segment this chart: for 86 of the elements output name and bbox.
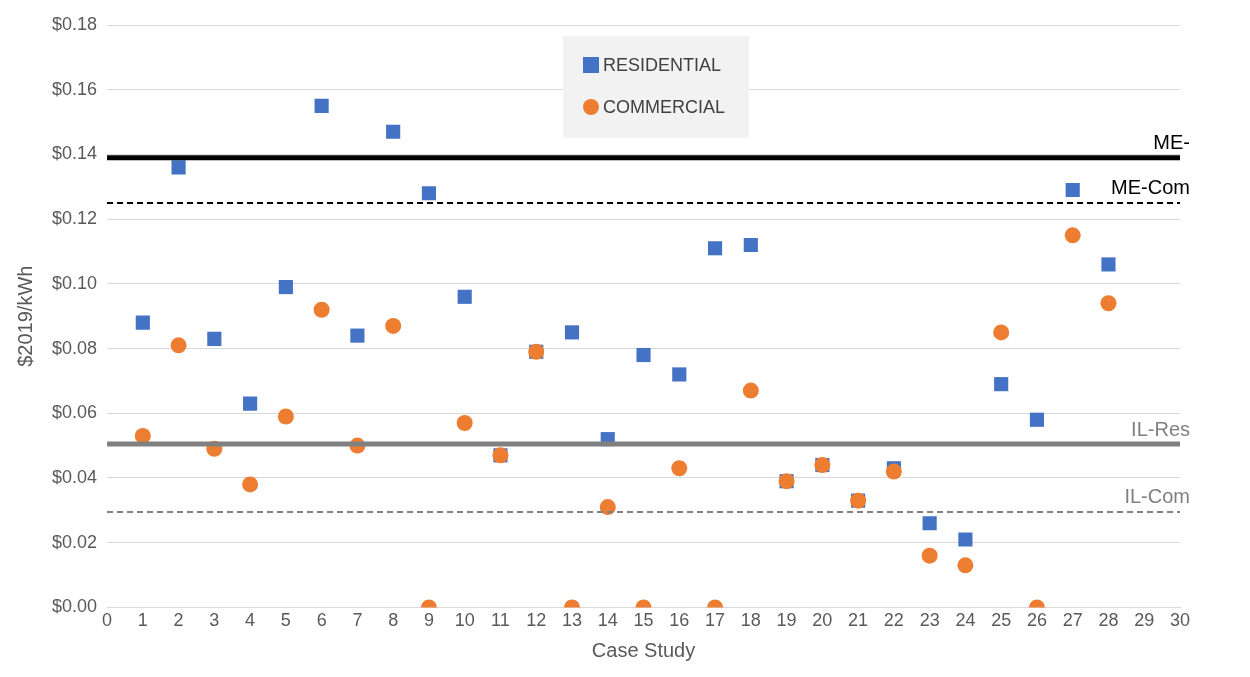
x-tick-label: 11 bbox=[491, 610, 510, 631]
x-tick-label: 22 bbox=[883, 610, 904, 631]
y-tick-label: $0.12 bbox=[52, 208, 98, 229]
x-tick-label: 20 bbox=[812, 610, 833, 631]
point bbox=[885, 463, 902, 480]
x-tick-label: 26 bbox=[1026, 610, 1047, 631]
point bbox=[243, 396, 258, 411]
point bbox=[1101, 257, 1116, 272]
point bbox=[672, 367, 687, 382]
legend-label: RESIDENTIAL bbox=[603, 54, 722, 76]
ref-line-label: IL-Res bbox=[1131, 417, 1190, 440]
x-tick-label: 25 bbox=[991, 610, 1012, 631]
point bbox=[1064, 227, 1081, 244]
x-tick-label: 14 bbox=[597, 610, 618, 631]
x-tick-label: 10 bbox=[454, 610, 475, 631]
y-tick-label: $0.10 bbox=[52, 272, 98, 293]
y-axis-title: $2019/kWh bbox=[13, 265, 36, 367]
x-tick-label: 30 bbox=[1169, 610, 1191, 631]
legend-label: COMMERCIAL bbox=[603, 96, 726, 118]
point bbox=[742, 382, 759, 399]
x-tick-label: 6 bbox=[316, 610, 327, 631]
x-tick-label: 5 bbox=[280, 610, 291, 631]
point bbox=[922, 516, 937, 531]
x-tick-label: 0 bbox=[102, 610, 113, 631]
x-tick-label: 23 bbox=[919, 610, 940, 631]
ref-line-label: ME- bbox=[1153, 131, 1190, 154]
x-tick-label: 7 bbox=[352, 610, 363, 631]
y-tick-label: $0.18 bbox=[52, 13, 98, 34]
x-tick-label: 13 bbox=[561, 610, 583, 631]
point bbox=[350, 328, 365, 343]
y-tick-label: $0.02 bbox=[52, 531, 98, 552]
point bbox=[277, 408, 294, 425]
x-tick-label: 2 bbox=[173, 610, 184, 631]
point bbox=[1100, 295, 1117, 312]
x-tick-label: 15 bbox=[633, 610, 654, 631]
x-tick-label: 19 bbox=[776, 610, 797, 631]
x-tick-label: 27 bbox=[1062, 610, 1083, 631]
x-tick-label: 1 bbox=[137, 610, 148, 631]
point bbox=[170, 337, 187, 354]
y-tick-label: $0.14 bbox=[52, 143, 98, 164]
point bbox=[958, 532, 973, 547]
ref-line-label: IL-Com bbox=[1124, 485, 1190, 508]
point bbox=[171, 160, 186, 175]
y-tick-label: $0.00 bbox=[52, 596, 98, 617]
x-tick-label: 21 bbox=[848, 610, 869, 631]
point bbox=[599, 499, 616, 516]
point bbox=[207, 331, 222, 346]
point bbox=[242, 476, 259, 493]
x-axis-title: Case Study bbox=[591, 638, 696, 661]
point bbox=[313, 301, 330, 318]
point bbox=[707, 241, 723, 256]
y-tick-label: $0.04 bbox=[52, 466, 98, 487]
x-tick-label: 17 bbox=[705, 610, 726, 631]
point bbox=[921, 547, 938, 564]
x-tick-label: 18 bbox=[740, 610, 761, 631]
point bbox=[386, 124, 401, 139]
point bbox=[994, 377, 1009, 392]
point bbox=[456, 414, 473, 431]
y-tick-label: $0.06 bbox=[52, 402, 98, 423]
x-tick-label: 4 bbox=[245, 610, 256, 631]
x-tick-label: 9 bbox=[423, 610, 434, 631]
point bbox=[314, 98, 329, 113]
y-tick-label: $0.08 bbox=[52, 337, 98, 358]
point bbox=[278, 280, 293, 295]
ref-line-label: ME-Com bbox=[1111, 176, 1190, 199]
point bbox=[457, 289, 472, 304]
point bbox=[1029, 412, 1045, 427]
point bbox=[385, 317, 402, 334]
x-tick-label: 28 bbox=[1098, 610, 1119, 631]
x-tick-label: 12 bbox=[526, 610, 547, 631]
point bbox=[135, 315, 150, 330]
x-tick-label: 29 bbox=[1134, 610, 1155, 631]
y-tick-label: $0.16 bbox=[52, 78, 98, 99]
x-tick-label: 16 bbox=[669, 610, 690, 631]
point bbox=[743, 237, 758, 253]
point bbox=[1065, 182, 1080, 198]
point bbox=[957, 557, 974, 574]
point bbox=[134, 427, 151, 444]
point bbox=[636, 347, 651, 363]
point bbox=[671, 460, 688, 477]
point bbox=[421, 186, 436, 201]
x-tick-label: 24 bbox=[955, 610, 976, 631]
x-tick-label: 3 bbox=[209, 610, 220, 631]
point bbox=[564, 325, 580, 340]
point bbox=[993, 324, 1010, 341]
x-tick-label: 8 bbox=[388, 610, 399, 631]
